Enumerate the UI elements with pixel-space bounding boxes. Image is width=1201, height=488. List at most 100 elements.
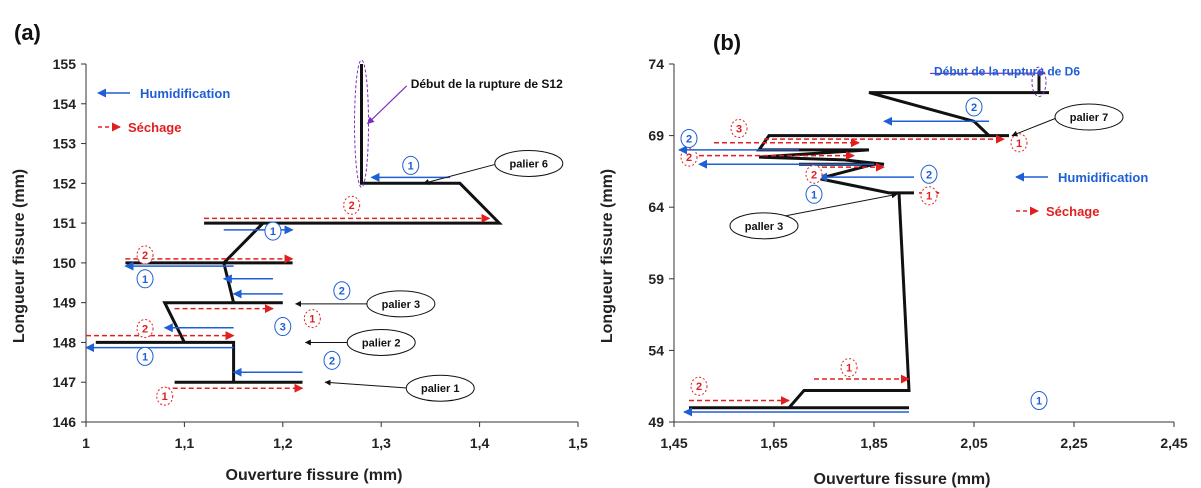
- step-number-label: 2: [142, 250, 148, 262]
- x-tick-label: 1,4: [470, 435, 490, 451]
- y-tick-label: 148: [53, 334, 77, 350]
- step-number-label: 1: [926, 191, 932, 203]
- x-tick-label: 1,2: [273, 435, 293, 451]
- step-number-circle: [274, 317, 292, 337]
- step-number-label: 2: [142, 324, 148, 336]
- panel-label-a: (a): [14, 20, 41, 45]
- x-tick-label: 2,25: [1060, 435, 1087, 451]
- step-number-circle: [1010, 133, 1028, 153]
- chart-panel-b: (b) Ouverture fissure (mm) Longueur fiss…: [599, 30, 1188, 488]
- step-number-label: 2: [926, 169, 932, 181]
- step-number-circle: [965, 97, 983, 117]
- callout-label: paller 3: [745, 221, 784, 233]
- step-number-circle: [303, 309, 321, 329]
- x-tick-label: 2,05: [960, 435, 987, 451]
- y-tick-label: 153: [53, 136, 77, 152]
- y-tick-label: 155: [53, 56, 77, 72]
- y-axis-title-b: Longueur fissure (mm): [599, 169, 616, 343]
- step-number-circle: [805, 184, 823, 204]
- y-tick-label: 149: [53, 295, 77, 311]
- plot-area-a: 1 2 1 2 3 1 2 1 2 1 2 1 palier 1 palier 2 palier 3 pali…: [81, 59, 579, 427]
- x-tick-label: 1,45: [660, 435, 687, 451]
- callout-label: palier 2: [362, 337, 401, 349]
- step-number-circle: [323, 350, 341, 370]
- callout-pointer: [1011, 116, 1060, 137]
- x-tick-labels-a: 1 1,1 1,2 1,3 1,4 1,5: [82, 435, 588, 451]
- step-number-circle: [156, 386, 174, 406]
- annotation-rupture-a: Début de la rupture de S12: [411, 77, 563, 91]
- y-tick-label: 69: [648, 128, 664, 144]
- step-number-circle: [333, 281, 351, 301]
- y-tick-label: 146: [53, 414, 77, 430]
- step-number-label: 2: [971, 102, 977, 114]
- y-tick-label: 152: [53, 175, 77, 191]
- callout-label: palier 6: [510, 158, 549, 170]
- crack-path-line: [95, 64, 503, 384]
- callout-bubble: [729, 212, 799, 240]
- step-number-label: 1: [270, 226, 276, 238]
- y-tick-label: 154: [53, 96, 77, 112]
- step-number-label: 2: [686, 133, 692, 145]
- step-number-label: 1: [408, 160, 414, 172]
- annotation-pointer: [367, 85, 408, 125]
- x-tick-label: 1,5: [568, 435, 588, 451]
- step-number-circle: [920, 186, 938, 206]
- step-number-label: 1: [846, 363, 852, 375]
- x-tick-labels-b: 1,45 1,65 1,85 2,05 2,25 2,45: [660, 435, 1187, 451]
- x-tick-label: 1,3: [371, 435, 391, 451]
- y-tick-label: 74: [648, 56, 664, 72]
- step-number-label: 2: [349, 200, 355, 212]
- step-number-circle: [920, 164, 938, 184]
- step-number-label: 1: [811, 189, 817, 201]
- step-number-label: 2: [339, 286, 345, 298]
- rupture-highlight-ellipse: [1031, 66, 1047, 98]
- step-number-circle: [805, 164, 823, 184]
- x-tick-label: 1,1: [175, 435, 195, 451]
- y-tick-label: 59: [648, 271, 664, 287]
- step-number-label: 1: [162, 391, 168, 403]
- step-number-label: 2: [686, 152, 692, 164]
- step-number-circle: [402, 155, 420, 175]
- callout-bubble: [494, 149, 564, 177]
- callout-label: palier 3: [382, 299, 421, 311]
- step-number-label: 3: [280, 322, 286, 334]
- callout-label: palier 1: [421, 383, 460, 395]
- step-number-circle: [136, 319, 154, 339]
- y-tick-label: 151: [53, 215, 77, 231]
- x-tick-label: 1: [82, 435, 90, 451]
- step-number-circle: [680, 128, 698, 148]
- step-number-label: 2: [329, 355, 335, 367]
- legend-humidification-b: Humidification: [1058, 170, 1148, 185]
- x-tick-label: 1,85: [860, 435, 887, 451]
- x-tick-label: 2,45: [1160, 435, 1187, 451]
- y-tick-labels-a: 146 147 148 149 150 151 152 153 154 155: [53, 56, 77, 430]
- y-tick-label: 49: [648, 414, 664, 430]
- callout-bubble: [346, 328, 416, 356]
- x-tick-label: 1,65: [760, 435, 787, 451]
- legend-sechage-a: Séchage: [128, 120, 181, 135]
- callout-bubble: [1054, 103, 1124, 131]
- step-number-label: 1: [142, 274, 148, 286]
- step-number-circle: [264, 221, 282, 241]
- y-tick-label: 150: [53, 255, 77, 271]
- callout-bubble: [366, 290, 436, 318]
- step-number-label: 2: [811, 169, 817, 181]
- chart-panel-a: (a) Ouverture fissure (mm) Longueur fiss…: [11, 20, 588, 484]
- step-number-circle: [136, 346, 154, 366]
- step-number-label: 2: [696, 381, 702, 393]
- step-number-label: 1: [142, 351, 148, 363]
- plot-area-b: 2 1 1 2 1 2 1 2 2 3 1 2 paller 3 palier 7: [669, 63, 1175, 427]
- y-tick-label: 64: [648, 199, 664, 215]
- step-number-label: 1: [1036, 396, 1042, 408]
- panel-label-b: (b): [713, 30, 741, 55]
- step-number-label: 1: [309, 314, 315, 326]
- y-axis-title-a: Longueur fissure (mm): [11, 169, 28, 343]
- step-number-circle: [343, 195, 361, 215]
- callout-pointer: [324, 379, 411, 389]
- callout-pointer: [422, 162, 499, 185]
- y-tick-labels-b: 49 54 59 64 69 74: [648, 56, 664, 430]
- step-number-circle: [840, 358, 858, 378]
- legend-sechage-b: Séchage: [1046, 204, 1099, 219]
- y-tick-label: 54: [648, 342, 664, 358]
